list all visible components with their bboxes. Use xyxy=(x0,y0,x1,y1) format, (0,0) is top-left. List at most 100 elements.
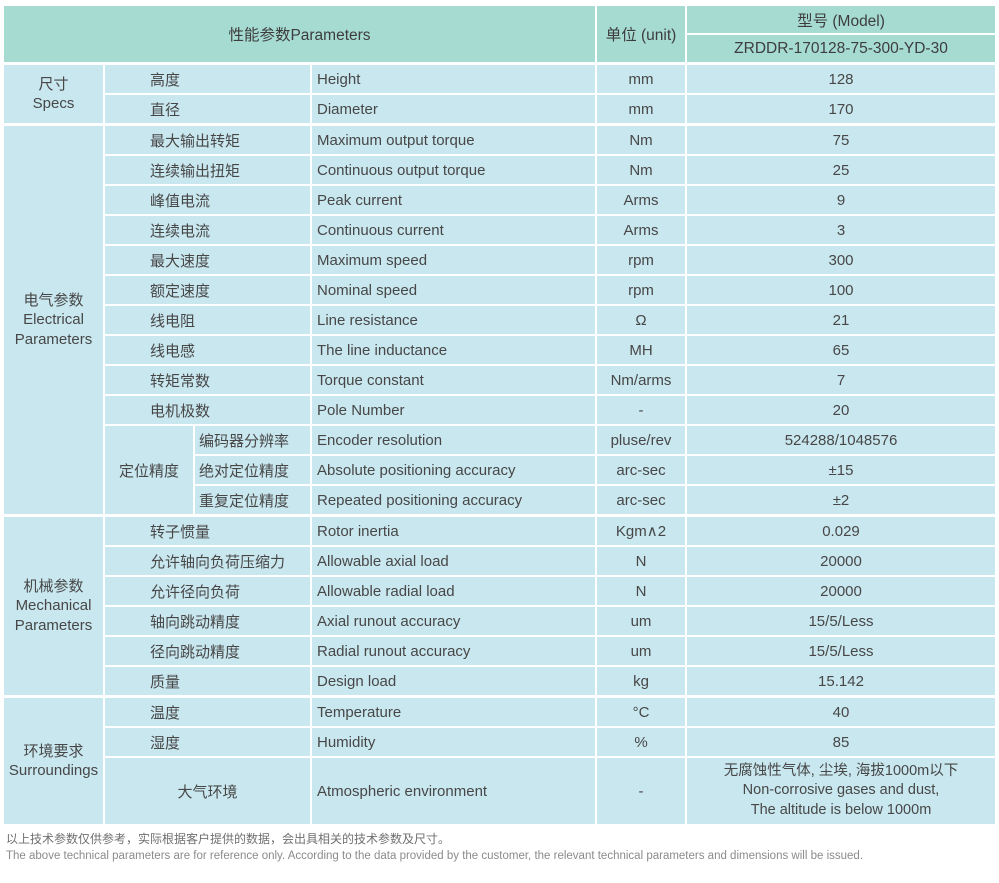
param-name-en: The line inductance xyxy=(310,334,597,366)
table-row: 连续输出扭矩 Continuous output torque Nm 25 xyxy=(3,154,997,186)
table-row: 峰值电流 Peak current Arms 9 xyxy=(3,184,997,216)
param-value: 20 xyxy=(685,394,997,426)
param-name-cn: 最大输出转矩 xyxy=(103,123,312,156)
param-name-en: Repeated positioning accuracy xyxy=(310,484,597,517)
param-value: 3 xyxy=(685,214,997,246)
param-name-cn: 高度 xyxy=(103,62,312,95)
footer-note: 以上技术参数仅供参考，实际根据客户提供的数据，会出具相关的技术参数及尺寸。 Th… xyxy=(2,826,997,872)
param-name-en: Rotor inertia xyxy=(310,514,597,547)
param-name-en: Design load xyxy=(310,665,597,698)
param-name-cn: 径向跳动精度 xyxy=(103,635,312,667)
param-unit: arc-sec xyxy=(595,484,687,517)
param-unit: kg xyxy=(595,665,687,698)
param-value: 128 xyxy=(685,62,997,95)
param-name-en: Nominal speed xyxy=(310,274,597,306)
param-unit: mm xyxy=(595,62,687,95)
param-unit: - xyxy=(595,756,687,826)
param-name-cn: 额定速度 xyxy=(103,274,312,306)
footer-note-cn: 以上技术参数仅供参考，实际根据客户提供的数据，会出具相关的技术参数及尺寸。 xyxy=(6,832,451,846)
table-row: 质量 Design load kg 15.142 xyxy=(3,665,997,698)
param-name-cn: 质量 xyxy=(103,665,312,698)
param-value: ±2 xyxy=(685,484,997,517)
table-row: 尺寸 Specs 高度 Height mm 128 xyxy=(2,62,997,126)
section-label-en: Specs xyxy=(32,95,75,112)
param-name-en: Pole Number xyxy=(310,394,597,426)
param-name-en: Axial runout accuracy xyxy=(310,605,597,637)
section-label-mechanical: 机械参数 Mechanical Parameters xyxy=(2,514,105,698)
param-name-cn: 转矩常数 xyxy=(103,364,312,396)
table-row: 湿度 Humidity % 85 xyxy=(3,726,997,758)
param-name-en: Allowable radial load xyxy=(310,575,597,607)
section-label-cn: 环境要求 xyxy=(23,742,84,760)
table-row: 线电感 The line inductance MH 65 xyxy=(3,334,997,366)
param-unit: Nm/arms xyxy=(595,364,687,396)
table-row: 大气环境 Atmospheric environment - 无腐蚀性气体, 尘… xyxy=(3,756,997,826)
param-unit: MH xyxy=(595,334,687,366)
param-name-cn: 绝对定位精度 xyxy=(193,454,312,486)
param-unit: N xyxy=(595,575,687,607)
param-value: 100 xyxy=(685,274,997,306)
table-row: 连续电流 Continuous current Arms 3 xyxy=(3,214,997,246)
param-name-en: Absolute positioning accuracy xyxy=(310,454,597,486)
param-value: 65 xyxy=(685,334,997,366)
param-name-cn: 温度 xyxy=(103,695,312,728)
param-unit: Arms xyxy=(595,184,687,216)
header-parameters-label: 性能参数Parameters xyxy=(2,4,597,65)
section-label-electrical: 电气参数 Electrical Parameters xyxy=(2,123,105,517)
param-value: 20000 xyxy=(685,545,997,577)
param-name-en: Radial runout accuracy xyxy=(310,635,597,667)
param-name-en: Temperature xyxy=(310,695,597,728)
param-name-en: Encoder resolution xyxy=(310,424,597,456)
param-group-label: 定位精度 xyxy=(103,424,195,517)
param-name-en: Maximum speed xyxy=(310,244,597,276)
section-label-cn: 机械参数 xyxy=(23,577,84,595)
table-row: 电气参数 Electrical Parameters 最大输出转矩 Maximu… xyxy=(2,123,997,517)
section-label-en: Surroundings xyxy=(8,762,99,779)
atmos-value-line-1: 无腐蚀性气体, 尘埃, 海拔1000m以下 xyxy=(723,762,959,779)
param-value: 524288/1048576 xyxy=(685,424,997,456)
param-name-en: Line resistance xyxy=(310,304,597,336)
param-value: 15/5/Less xyxy=(685,635,997,667)
param-name-cn: 直径 xyxy=(103,93,312,126)
param-value: 40 xyxy=(685,695,997,728)
param-unit: mm xyxy=(595,93,687,126)
param-value: 85 xyxy=(685,726,997,758)
param-name-cn: 编码器分辨率 xyxy=(193,424,312,456)
section-label-en: Mechanical Parameters xyxy=(14,597,93,634)
param-value: 21 xyxy=(685,304,997,336)
param-name-cn: 连续电流 xyxy=(103,214,312,246)
param-value: 170 xyxy=(685,93,997,126)
table-row: 允许径向负荷 Allowable radial load N 20000 xyxy=(3,575,997,607)
param-name-en: Maximum output torque xyxy=(310,123,597,156)
param-name-en: Atmospheric environment xyxy=(310,756,597,826)
param-unit: um xyxy=(595,635,687,667)
param-name-en: Torque constant xyxy=(310,364,597,396)
atmos-value-line-3: The altitude is below 1000m xyxy=(750,801,932,818)
param-value: 300 xyxy=(685,244,997,276)
table-row: 额定速度 Nominal speed rpm 100 xyxy=(3,274,997,306)
param-unit: - xyxy=(595,394,687,426)
param-name-cn: 转子惯量 xyxy=(103,514,312,547)
param-unit: % xyxy=(595,726,687,758)
param-unit: °C xyxy=(595,695,687,728)
table-row: 定位精度 编码器分辨率 Encoder resolution pluse/rev… xyxy=(3,424,997,517)
param-name-cn: 允许径向负荷 xyxy=(103,575,312,607)
param-name-cn: 电机极数 xyxy=(103,394,312,426)
table-row: 电机极数 Pole Number - 20 xyxy=(3,394,997,426)
param-name-cn: 峰值电流 xyxy=(103,184,312,216)
param-name-cn: 线电阻 xyxy=(103,304,312,336)
table-row: 线电阻 Line resistance Ω 21 xyxy=(3,304,997,336)
param-value: 7 xyxy=(685,364,997,396)
param-unit: Nm xyxy=(595,123,687,156)
param-value: ±15 xyxy=(685,454,997,486)
param-name-en: Diameter xyxy=(310,93,597,126)
param-unit: rpm xyxy=(595,274,687,306)
param-unit: arc-sec xyxy=(595,454,687,486)
table-row: 机械参数 Mechanical Parameters 转子惯量 Rotor in… xyxy=(2,514,997,698)
table-row: 绝对定位精度 Absolute positioning accuracy arc… xyxy=(3,454,997,486)
table-row: 最大速度 Maximum speed rpm 300 xyxy=(3,244,997,276)
param-name-cn: 湿度 xyxy=(103,726,312,758)
header-model-label: 型号 (Model) xyxy=(685,4,997,35)
section-label-specs: 尺寸 Specs xyxy=(2,62,105,126)
